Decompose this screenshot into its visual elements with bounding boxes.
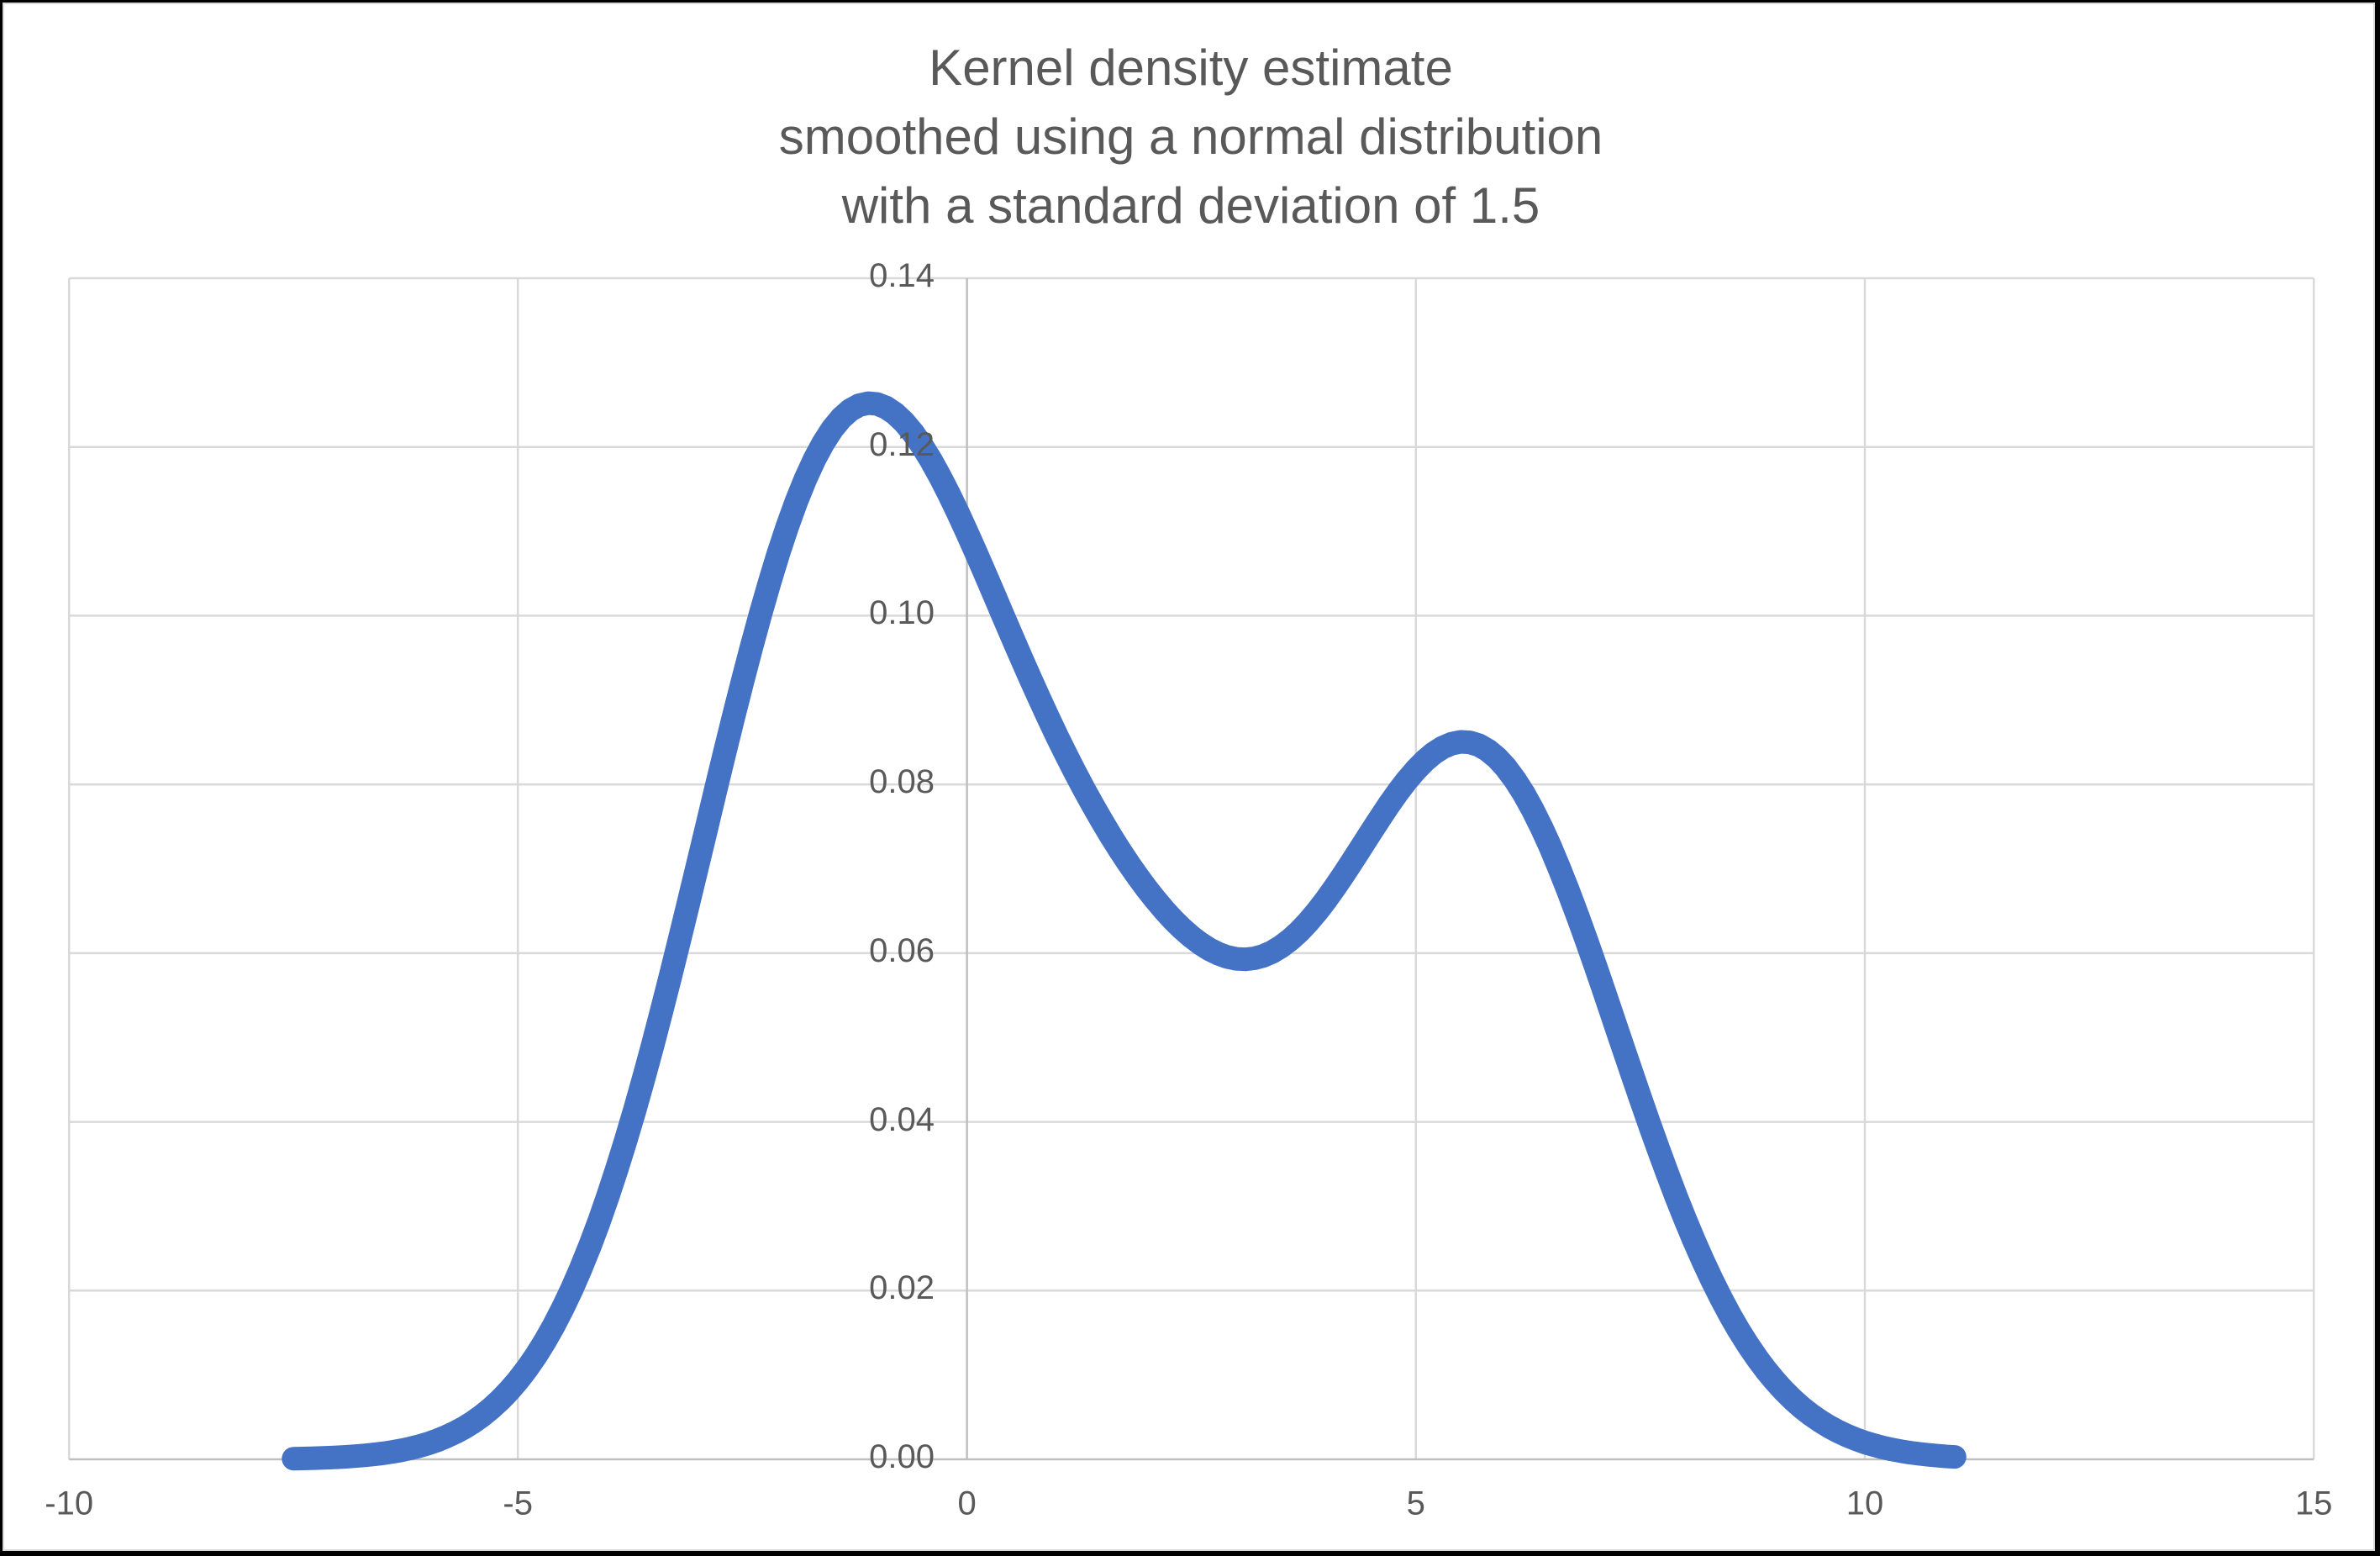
svg-text:-10: -10 (45, 1485, 93, 1522)
svg-text:0.02: 0.02 (869, 1269, 935, 1306)
svg-text:with a standard deviation of 1: with a standard deviation of 1.5 (841, 177, 1540, 234)
svg-text:0.04: 0.04 (869, 1101, 935, 1138)
svg-text:10: 10 (1846, 1485, 1884, 1522)
svg-text:0.10: 0.10 (869, 594, 935, 631)
svg-text:0.06: 0.06 (869, 932, 935, 969)
svg-text:0.14: 0.14 (869, 257, 935, 294)
svg-text:0.08: 0.08 (869, 763, 935, 800)
svg-text:smoothed using a normal distri: smoothed using a normal distribution (779, 108, 1603, 165)
svg-text:-5: -5 (503, 1485, 533, 1522)
svg-text:5: 5 (1407, 1485, 1425, 1522)
svg-text:0: 0 (957, 1485, 976, 1522)
svg-text:Kernel density estimate: Kernel density estimate (929, 40, 1453, 96)
svg-text:15: 15 (2295, 1485, 2333, 1522)
svg-text:0.12: 0.12 (869, 426, 935, 463)
svg-text:0.00: 0.00 (869, 1438, 935, 1475)
